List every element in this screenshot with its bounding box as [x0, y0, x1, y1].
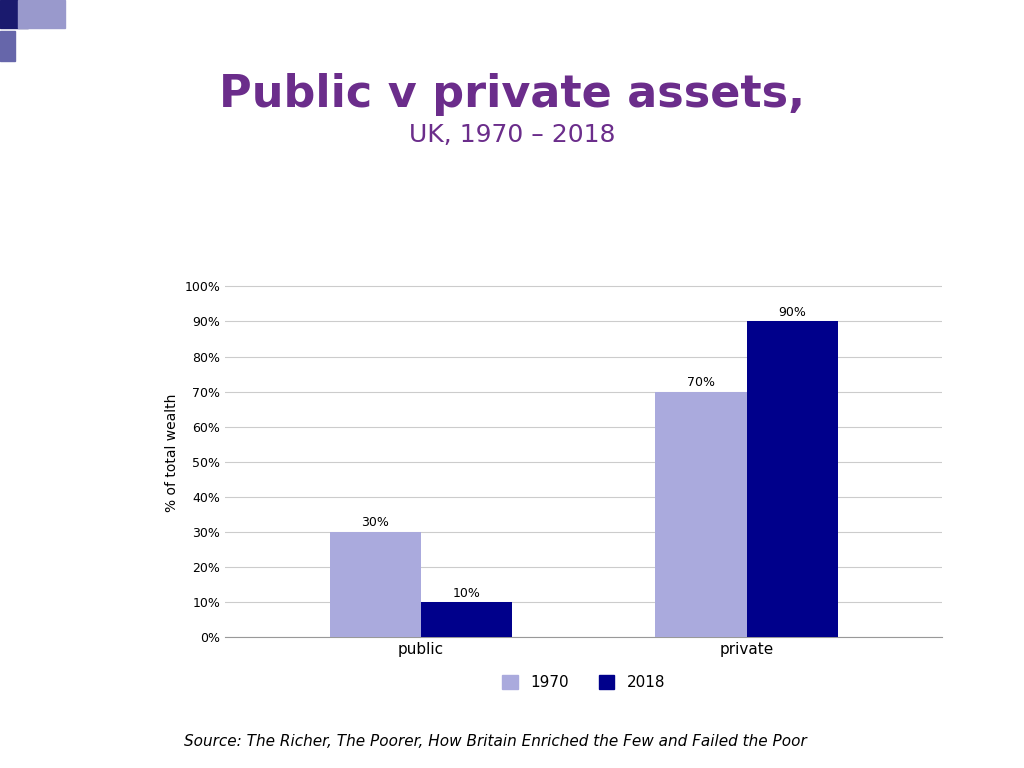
Text: Public v private assets,: Public v private assets,	[219, 73, 805, 116]
Text: 10%: 10%	[453, 587, 480, 600]
Bar	[18, 0, 65, 28]
Bar	[655, 392, 746, 637]
Text: UK, 1970 – 2018: UK, 1970 – 2018	[409, 123, 615, 147]
Text: 90%: 90%	[778, 306, 806, 319]
Bar	[0, 31, 15, 61]
Text: Source: The Richer, The Poorer, How Britain Enriched the Few and Failed the Poor: Source: The Richer, The Poorer, How Brit…	[184, 733, 807, 749]
Y-axis label: % of total wealth: % of total wealth	[165, 394, 179, 512]
Bar	[746, 322, 838, 637]
Bar	[421, 602, 512, 637]
Text: 70%: 70%	[687, 376, 715, 389]
Legend: 1970, 2018: 1970, 2018	[497, 669, 671, 696]
Text: 30%: 30%	[361, 516, 389, 529]
Bar	[330, 532, 421, 637]
Bar	[0, 0, 28, 28]
